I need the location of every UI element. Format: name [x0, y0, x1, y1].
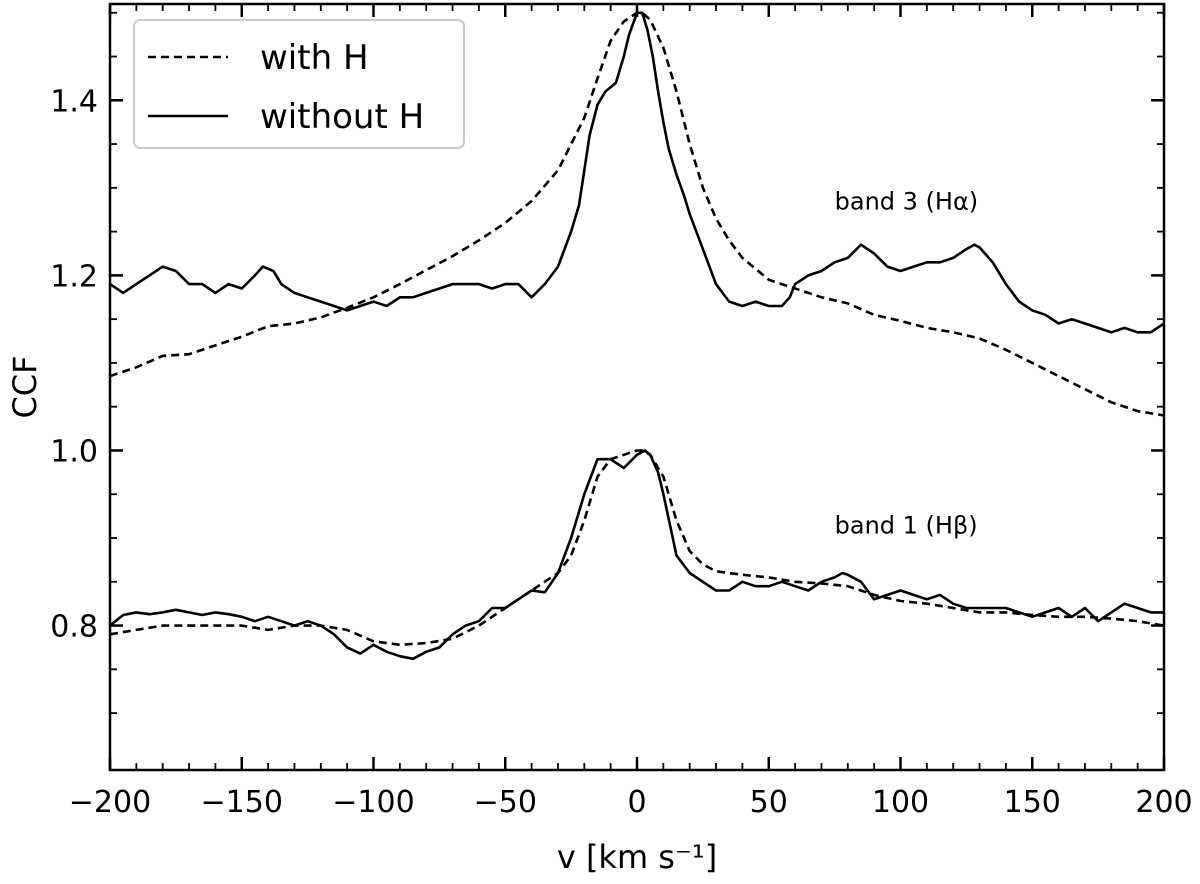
plot-area [109, 11, 1165, 661]
x-tick-label: −200 [69, 785, 151, 820]
annotation-band-3: band 3 (Hα) [835, 188, 979, 216]
y-tick-label: 1.4 [50, 84, 98, 119]
y-tick-label: 0.8 [50, 610, 98, 645]
x-tick-label: −50 [474, 785, 537, 820]
x-tick-label: −150 [201, 785, 283, 820]
plot-frame [108, 2, 1166, 772]
legend: with H without H [133, 19, 465, 149]
series-line-2-with-h [109, 449, 1165, 647]
axis-ticks: −200 −150 −100 −50 0 50 100 150 200 0.8 1.0 1.2 1.4 [50, 4, 1193, 820]
annotations: band 3 (Hα) band 1 (Hβ) [835, 188, 979, 540]
y-axis-title: CCF [6, 355, 44, 418]
y-tick-label: 1.2 [50, 259, 98, 294]
annotation-band-1: band 1 (Hβ) [835, 512, 978, 540]
series-line-1-without-h [109, 11, 1165, 334]
x-tick-label: 200 [1135, 785, 1192, 820]
x-tick-label: 150 [1004, 785, 1061, 820]
x-tick-label: −100 [332, 785, 414, 820]
legend-label-with-h: with H [260, 38, 369, 78]
x-tick-label: 50 [750, 785, 788, 820]
x-tick-label: 100 [872, 785, 929, 820]
y-tick-label: 1.0 [50, 434, 98, 469]
x-tick-label: 0 [627, 785, 646, 820]
x-axis-title: v [km s⁻¹] [557, 838, 717, 876]
legend-label-without-h: without H [260, 97, 424, 137]
series-line-0-with-h [109, 11, 1165, 417]
series-line-3-without-h [109, 449, 1164, 661]
